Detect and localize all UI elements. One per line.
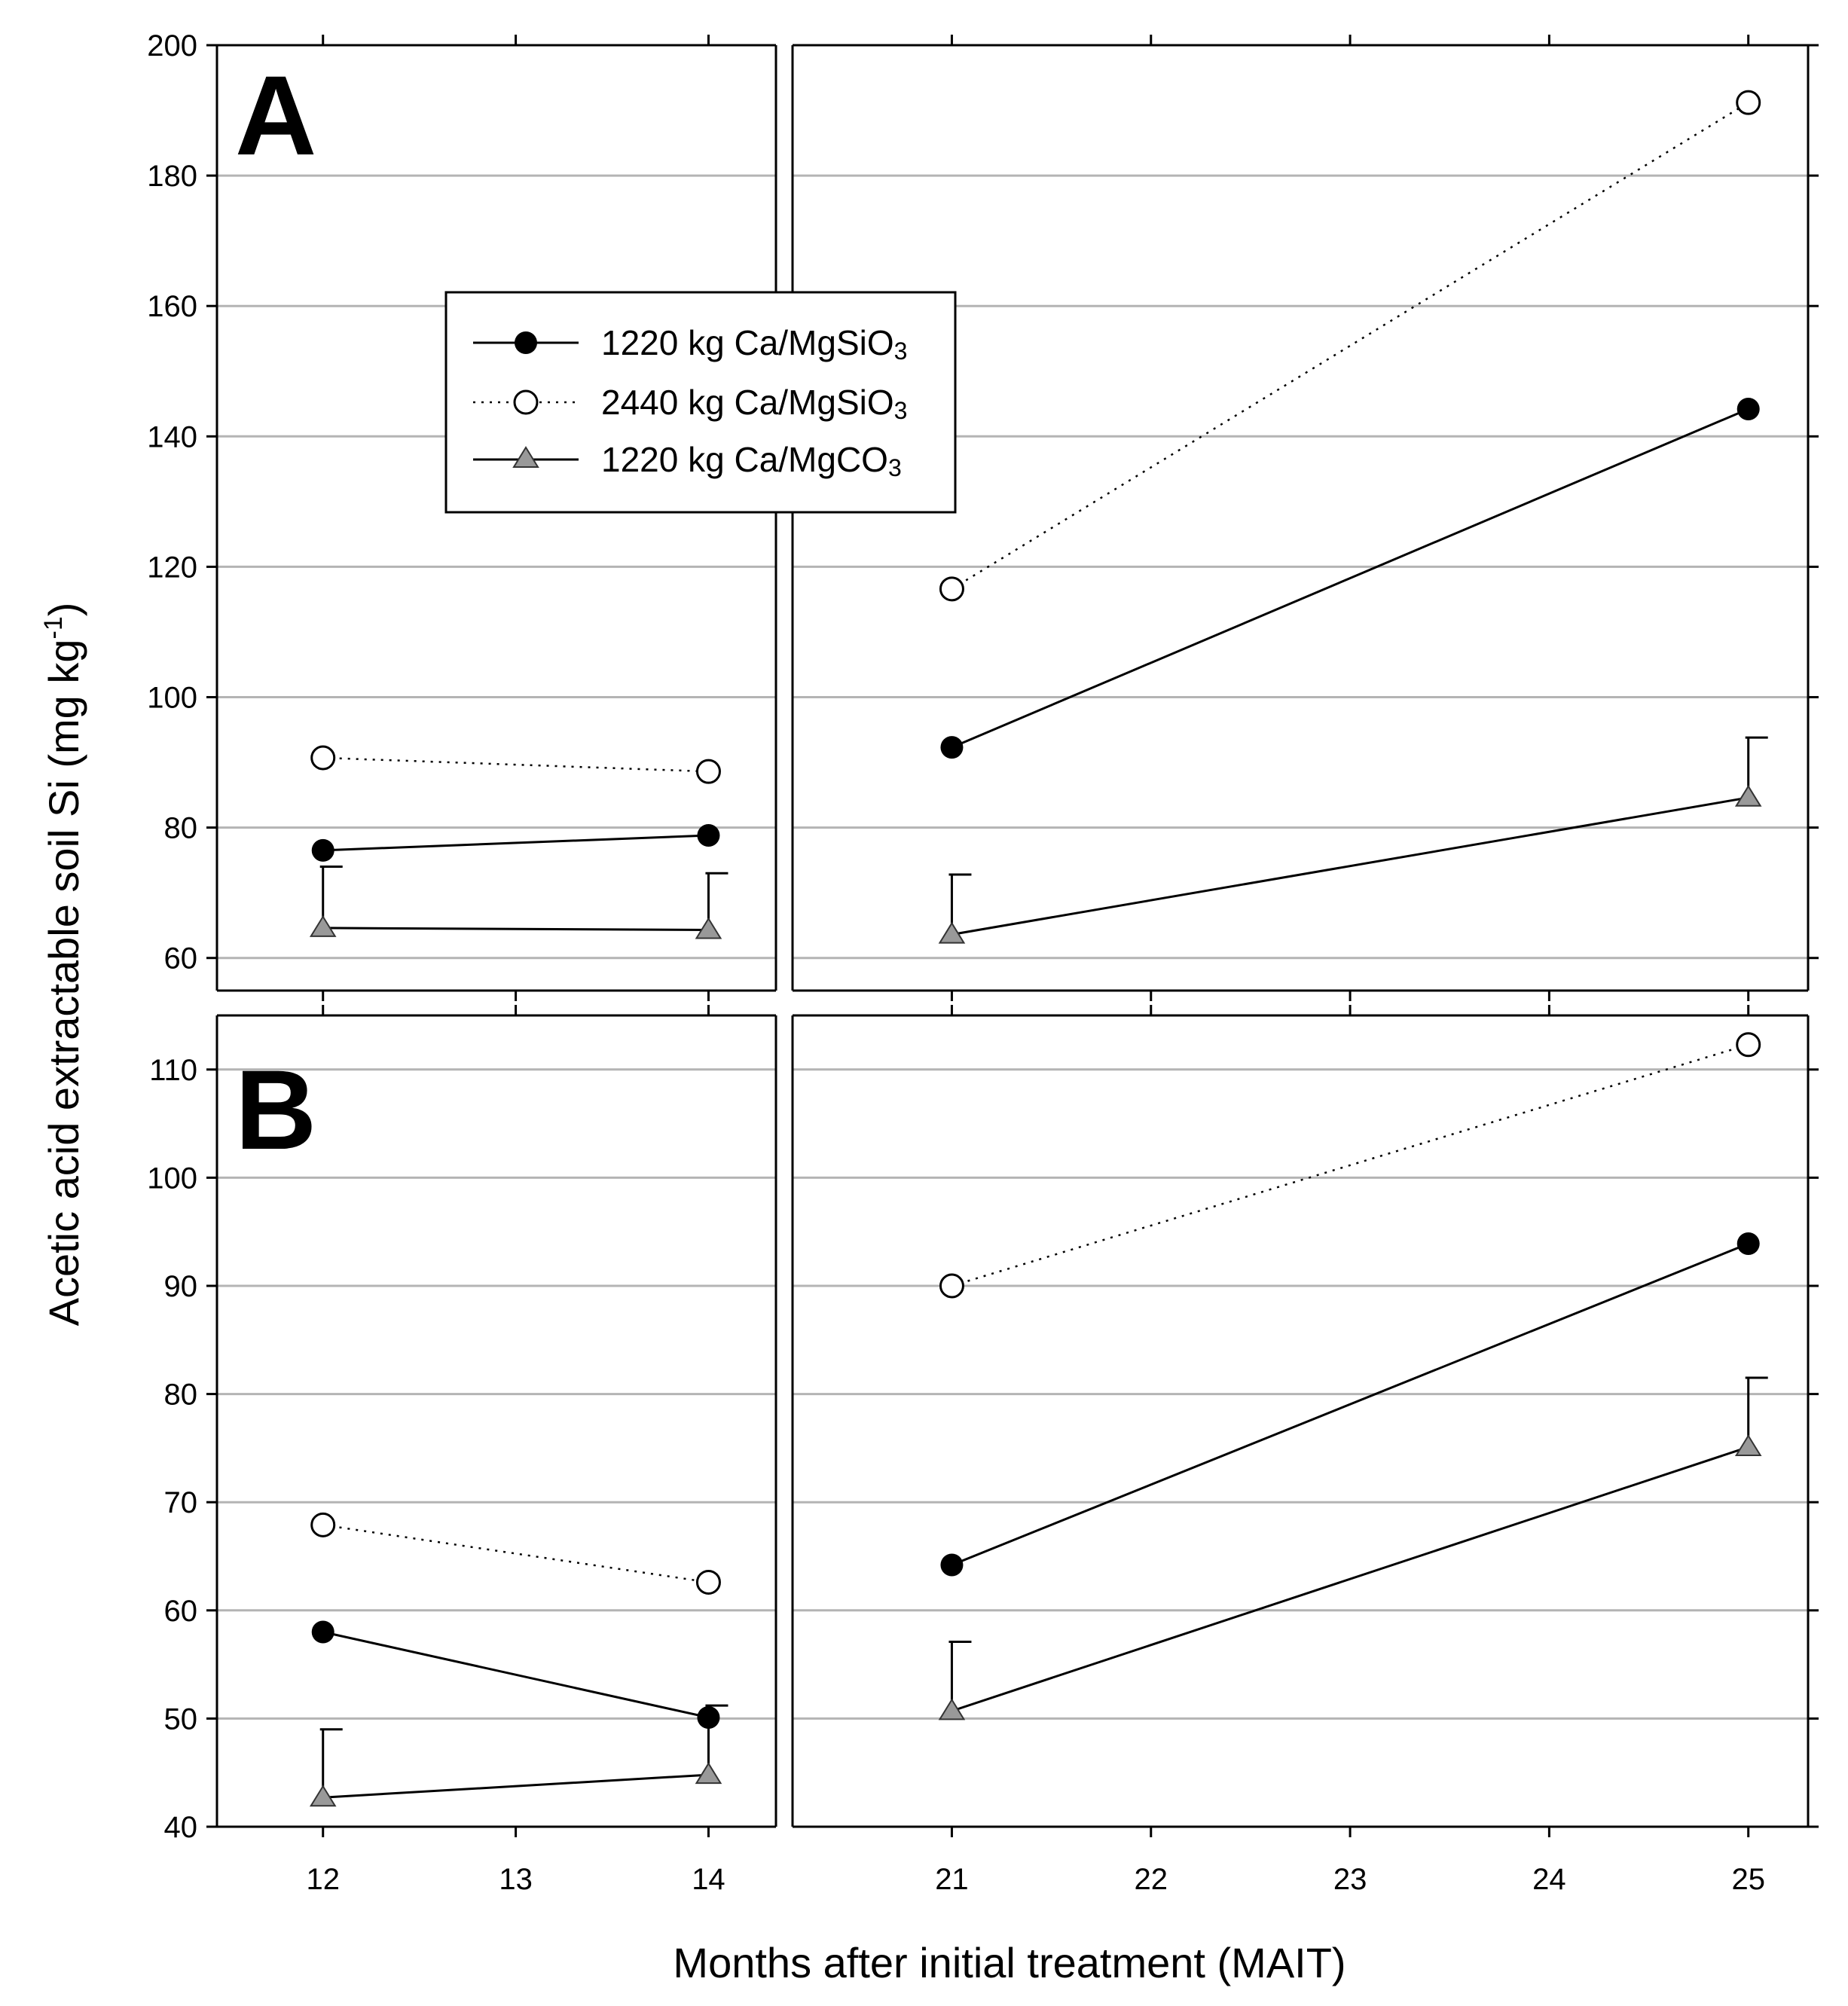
series-layer bbox=[309, 90, 1768, 1807]
x-tick-label-24: 24 bbox=[1532, 1863, 1566, 1896]
grid-layer bbox=[217, 174, 1808, 1828]
series-line-b-s1220sio3-12-14 bbox=[322, 1631, 709, 1719]
series-line-a-s1220sio3-12-14 bbox=[322, 834, 709, 852]
point-a-s2440sio3-x14 bbox=[695, 759, 721, 784]
y-tick-label-b-100: 100 bbox=[147, 1162, 197, 1195]
y-tick-label-b-40: 40 bbox=[164, 1811, 198, 1844]
legend-sub-1220-sio3: 3 bbox=[894, 337, 908, 365]
x-axis-title: Months after initial treatment (MAIT) bbox=[673, 1939, 1346, 1986]
legend-label-2440-sio3: 2440 kg Ca/MgSiO3 bbox=[601, 383, 907, 424]
legend-label-1220-sio3: 1220 kg Ca/MgSiO3 bbox=[601, 323, 907, 365]
series-line-a-s1220co3-12-14 bbox=[322, 927, 709, 932]
y-tick-label-a-60: 60 bbox=[164, 942, 198, 976]
point-b-s1220sio3-x21 bbox=[940, 1553, 964, 1577]
legend-marker-1220-sio3 bbox=[515, 331, 537, 354]
point-b-s1220sio3-x14 bbox=[697, 1705, 720, 1729]
point-a-s2440sio3-x25 bbox=[1736, 90, 1761, 115]
legend-marker-2440-sio3 bbox=[513, 389, 539, 415]
point-b-s2440sio3-x21 bbox=[939, 1273, 964, 1299]
y-tick-label-a-140: 140 bbox=[147, 420, 197, 453]
point-a-s1220co3-x21 bbox=[938, 921, 966, 944]
point-b-s1220sio3-x25 bbox=[1737, 1232, 1760, 1255]
panel-label-b: B bbox=[235, 1046, 316, 1173]
legend-sub-2440-sio3: 3 bbox=[894, 397, 908, 424]
point-a-s1220sio3-x14 bbox=[697, 824, 720, 847]
y-tick-label-a-160: 160 bbox=[147, 290, 197, 323]
x-tick-label-12: 12 bbox=[306, 1863, 340, 1896]
point-b-s1220co3-x12 bbox=[309, 1785, 337, 1807]
point-b-s1220co3-x21 bbox=[938, 1698, 966, 1721]
series-line-b-s1220co3-21-25 bbox=[951, 1446, 1749, 1712]
y-tick-label-a-180: 180 bbox=[147, 160, 197, 193]
point-a-s1220sio3-x21 bbox=[940, 736, 964, 759]
point-a-s2440sio3-x12 bbox=[310, 745, 336, 771]
y-tick-label-a-120: 120 bbox=[147, 551, 197, 584]
y-tick-label-b-110: 110 bbox=[149, 1054, 197, 1087]
legend-marker-1220-co3 bbox=[512, 446, 539, 468]
y-tick-label-a-200: 200 bbox=[147, 29, 197, 63]
x-tick-label-13: 13 bbox=[499, 1863, 533, 1896]
y-tick-label-a-100: 100 bbox=[147, 682, 197, 715]
point-a-s1220sio3-x12 bbox=[311, 838, 334, 862]
x-tick-label-25: 25 bbox=[1731, 1863, 1765, 1896]
x-tick-label-23: 23 bbox=[1333, 1863, 1367, 1896]
point-a-s2440sio3-x21 bbox=[939, 576, 964, 602]
y-tick-label-b-60: 60 bbox=[164, 1595, 198, 1628]
series-line-a-s1220co3-21-25 bbox=[951, 796, 1749, 936]
point-b-s1220co3-x14 bbox=[695, 1762, 722, 1785]
series-line-b-s1220co3-12-14 bbox=[322, 1773, 709, 1799]
series-line-b-s2440sio3-12-14 bbox=[322, 1524, 709, 1583]
series-line-a-s2440sio3-12-14 bbox=[322, 756, 709, 773]
x-tick-label-14: 14 bbox=[692, 1863, 725, 1896]
y-axis-title: Acetic acid extractable soil Si (mg kg-1… bbox=[39, 603, 87, 1327]
x-tick-label-21: 21 bbox=[935, 1863, 969, 1896]
y-tick-label-b-70: 70 bbox=[164, 1486, 198, 1519]
frame-layer bbox=[206, 35, 1819, 1837]
point-a-s1220co3-x25 bbox=[1734, 784, 1762, 807]
point-b-s1220sio3-x12 bbox=[311, 1620, 334, 1644]
legend-label-1220-co3: 1220 kg Ca/MgCO3 bbox=[601, 440, 902, 481]
x-tick-label-22: 22 bbox=[1135, 1863, 1168, 1896]
y-axis-title-close: ) bbox=[40, 603, 87, 617]
series-line-b-s2440sio3-21-25 bbox=[951, 1043, 1749, 1287]
panel-label-a: A bbox=[235, 52, 316, 179]
series-line-a-s1220sio3-21-25 bbox=[951, 408, 1749, 749]
point-b-s1220co3-x25 bbox=[1734, 1434, 1762, 1456]
point-b-s2440sio3-x14 bbox=[695, 1569, 721, 1595]
y-axis-title-superscript: -1 bbox=[39, 616, 68, 639]
series-line-b-s1220sio3-21-25 bbox=[951, 1242, 1749, 1566]
point-a-s1220co3-x14 bbox=[695, 917, 722, 939]
y-tick-label-a-80: 80 bbox=[164, 812, 198, 845]
point-b-s2440sio3-x12 bbox=[310, 1512, 336, 1537]
legend: 1220 kg Ca/MgSiO3 2440 kg Ca/MgSiO3 1220… bbox=[444, 291, 957, 514]
point-a-s1220co3-x12 bbox=[309, 915, 337, 937]
legend-sub-1220-co3: 3 bbox=[888, 454, 902, 481]
y-tick-label-b-90: 90 bbox=[164, 1270, 198, 1303]
point-a-s1220sio3-x25 bbox=[1737, 397, 1760, 420]
label-layer: 60 80 100 120 140 160 180 200 A 40 50 60 70 80 90 100 11… bbox=[147, 29, 1765, 1896]
y-tick-label-b-80: 80 bbox=[164, 1379, 198, 1412]
point-b-s2440sio3-x25 bbox=[1736, 1032, 1761, 1058]
y-tick-label-b-50: 50 bbox=[164, 1702, 198, 1736]
